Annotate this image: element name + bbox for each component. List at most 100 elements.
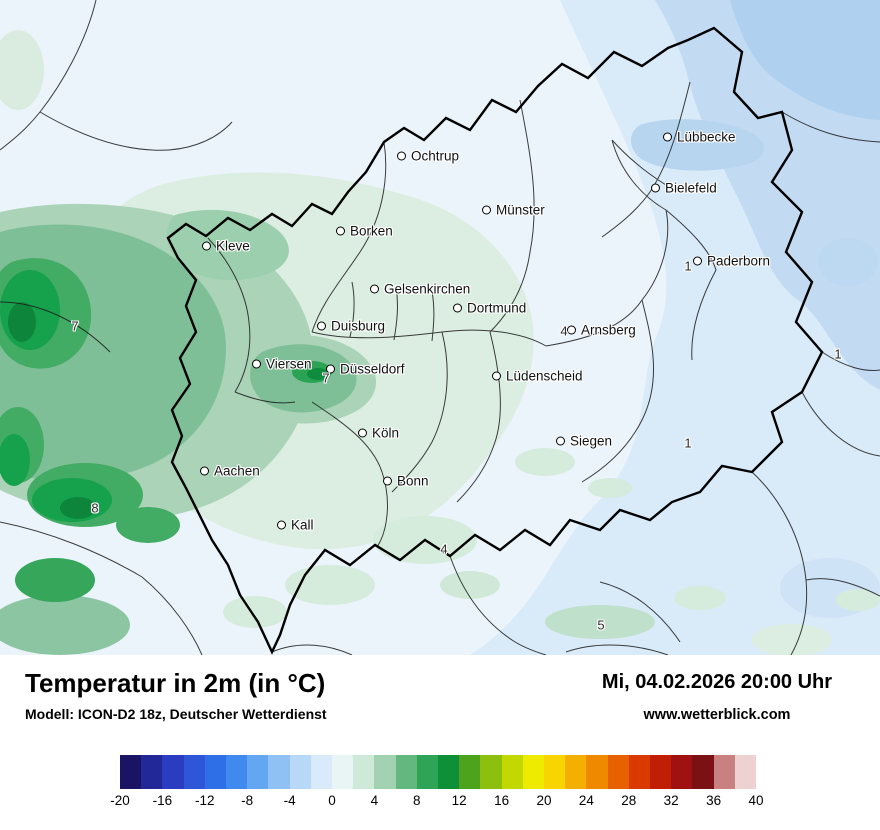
scale-segment — [268, 755, 290, 789]
scale-tick: 0 — [328, 793, 336, 808]
scale-tick: -8 — [241, 793, 254, 808]
city-label: Köln — [372, 425, 400, 441]
scale-segment — [628, 755, 651, 789]
district-borders — [0, 0, 880, 655]
temp-value: 1 — [684, 258, 692, 274]
scale-segment — [480, 755, 502, 789]
city-marker: Siegen — [556, 434, 612, 449]
city-dot — [556, 436, 565, 446]
city-marker: Gelsenkirchen — [370, 282, 470, 297]
scale-segment — [438, 755, 460, 789]
scale-tick: -16 — [152, 793, 173, 808]
scale-tick: -20 — [110, 793, 130, 808]
city-label: Lübbecke — [677, 129, 736, 145]
scale-segment — [713, 755, 735, 789]
city-label: Kall — [291, 517, 314, 533]
city-label: Bielefeld — [665, 180, 717, 196]
state-border — [166, 26, 824, 655]
city-dot — [277, 520, 286, 530]
city-dot — [693, 256, 702, 266]
city-marker: Münster — [482, 203, 545, 218]
city-dot — [252, 359, 261, 369]
scale-segment — [141, 755, 163, 789]
scale-segment — [607, 755, 629, 789]
scale-tick: 20 — [536, 793, 552, 808]
scale-tick: -12 — [195, 793, 215, 808]
city-marker: Borken — [336, 224, 393, 239]
city-marker: Bonn — [383, 474, 429, 489]
city-dot — [567, 325, 576, 335]
scale-segment — [353, 755, 375, 789]
temp-value: 4 — [560, 323, 568, 339]
scale-tick: 4 — [370, 793, 379, 808]
city-dot — [397, 151, 406, 161]
scale-segment — [395, 755, 417, 789]
city-label: Duisburg — [331, 318, 386, 334]
scale-segment — [332, 755, 354, 789]
city-dot — [651, 183, 660, 193]
model-info: Modell: ICON-D2 18z, Deutscher Wetterdie… — [25, 706, 327, 722]
city-dot — [326, 364, 335, 374]
city-dot — [663, 132, 672, 142]
city-marker: Ochtrup — [397, 149, 459, 164]
scale-tick: 12 — [451, 793, 467, 808]
city-label: Aachen — [214, 463, 260, 479]
city-layer: Ochtrup Lübbecke Münster Bielefeld Borken Kle… — [71, 130, 842, 633]
footer: Temperatur in 2m (in °C) Modell: ICON-D2… — [0, 655, 880, 830]
temp-value: 8 — [91, 500, 99, 516]
city-dot — [202, 241, 211, 251]
scale-tick: 16 — [494, 793, 510, 808]
scale-segment — [734, 755, 757, 789]
city-label: Viersen — [266, 356, 312, 372]
temperature-map-svg — [0, 0, 880, 655]
city-label: Siegen — [570, 433, 613, 449]
city-marker: Duisburg — [317, 319, 385, 334]
scale-segment — [183, 755, 205, 789]
temperature-fields — [0, 0, 880, 655]
city-dot — [358, 428, 367, 438]
scale-ticks: -20 -16 -12 -8 -4 0 4 8 12 16 20 24 28 32 36 40 — [110, 793, 763, 811]
scale-segment — [522, 755, 545, 789]
scale-segment — [204, 755, 227, 789]
city-label: Ochtrup — [411, 148, 460, 164]
scale-segment — [544, 755, 566, 789]
city-label: Lüdenscheid — [506, 368, 583, 384]
temp-value: 5 — [597, 617, 605, 633]
scale-tick: 24 — [578, 793, 594, 808]
scale-segment — [374, 755, 396, 789]
city-marker: Köln — [358, 426, 399, 441]
scale-tick: 32 — [663, 793, 679, 808]
city-label: Paderborn — [707, 253, 771, 269]
temperature-scale: -20 -16 -12 -8 -4 0 4 8 12 16 20 24 28 32 36 40 — [110, 755, 764, 811]
city-label: Bonn — [397, 473, 429, 489]
scale-tick: 8 — [413, 793, 421, 808]
scale-tick: 40 — [748, 793, 764, 808]
website-url: www.wetterblick.com — [643, 707, 791, 723]
city-label: Gelsenkirchen — [384, 281, 471, 297]
city-dot — [482, 205, 491, 215]
scale-segment — [671, 755, 693, 789]
scale-segment — [162, 755, 184, 789]
scale-segment — [501, 755, 523, 789]
scale-segment — [247, 755, 269, 789]
temp-value: 7 — [71, 318, 79, 334]
city-dot — [370, 284, 379, 294]
scale-segment — [226, 755, 248, 789]
city-dot — [200, 466, 209, 476]
city-dot — [317, 321, 326, 331]
city-marker: Lübbecke — [663, 130, 736, 145]
map-area: Ochtrup Lübbecke Münster Bielefeld Borken Kle… — [0, 0, 880, 655]
scale-segment — [586, 755, 608, 789]
scale-segment — [650, 755, 672, 789]
datetime-block: Mi, 04.02.2026 20:00 Uhr www.wetterblick… — [572, 671, 862, 723]
scale-segment — [416, 755, 439, 789]
temp-value: 1 — [834, 346, 842, 362]
scale-segment — [565, 755, 587, 789]
city-marker: Bielefeld — [651, 181, 717, 196]
city-marker: Viersen — [252, 357, 312, 372]
scale-segment — [310, 755, 333, 789]
city-marker: Paderborn — [693, 254, 770, 269]
city-label: Arnsberg — [581, 322, 636, 338]
city-marker: Aachen — [200, 464, 260, 479]
city-marker: Düsseldorf — [326, 362, 405, 377]
